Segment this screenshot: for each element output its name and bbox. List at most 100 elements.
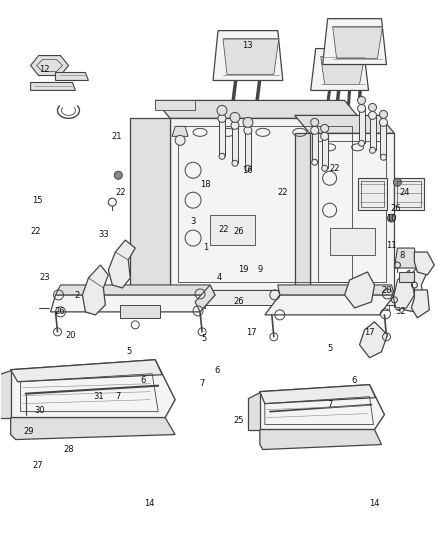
Text: 28: 28 — [63, 446, 74, 455]
Circle shape — [243, 117, 253, 127]
Circle shape — [217, 106, 227, 116]
Polygon shape — [195, 285, 215, 312]
Circle shape — [388, 214, 396, 222]
Circle shape — [393, 178, 401, 186]
Polygon shape — [219, 118, 225, 156]
Polygon shape — [381, 123, 386, 157]
Polygon shape — [395, 248, 417, 268]
Polygon shape — [311, 49, 368, 91]
Polygon shape — [332, 27, 382, 59]
Text: 10: 10 — [386, 214, 397, 223]
Polygon shape — [11, 360, 175, 417]
Text: 13: 13 — [242, 42, 253, 51]
Polygon shape — [232, 125, 238, 163]
Polygon shape — [56, 285, 215, 295]
Text: 22: 22 — [30, 228, 41, 237]
Circle shape — [232, 160, 238, 166]
Polygon shape — [345, 272, 374, 308]
Polygon shape — [210, 215, 255, 245]
Circle shape — [311, 118, 319, 126]
Text: 22: 22 — [218, 225, 229, 234]
Polygon shape — [248, 392, 260, 430]
Circle shape — [321, 165, 328, 171]
Polygon shape — [401, 265, 427, 312]
Polygon shape — [82, 265, 108, 315]
Circle shape — [312, 159, 318, 165]
Circle shape — [230, 112, 240, 123]
Text: 20: 20 — [65, 331, 76, 340]
Polygon shape — [213, 30, 283, 80]
Polygon shape — [295, 116, 395, 133]
Circle shape — [370, 147, 375, 154]
Circle shape — [381, 154, 386, 160]
Polygon shape — [393, 270, 414, 310]
Circle shape — [359, 140, 364, 147]
Polygon shape — [310, 133, 395, 290]
Text: 7: 7 — [328, 400, 333, 409]
Text: 14: 14 — [144, 498, 154, 507]
Circle shape — [368, 103, 377, 111]
Text: 4: 4 — [216, 273, 222, 281]
Text: 1: 1 — [203, 244, 208, 253]
Polygon shape — [323, 19, 386, 64]
Circle shape — [321, 124, 328, 132]
Text: 33: 33 — [98, 230, 109, 239]
Text: 26: 26 — [391, 204, 401, 213]
Text: 32: 32 — [395, 307, 406, 316]
Text: 5: 5 — [328, 344, 333, 353]
Polygon shape — [321, 56, 364, 84]
Polygon shape — [0, 370, 11, 417]
Polygon shape — [31, 83, 75, 91]
Polygon shape — [295, 290, 395, 305]
Text: 17: 17 — [364, 328, 375, 337]
Circle shape — [218, 115, 226, 123]
Polygon shape — [260, 385, 385, 430]
Text: 25: 25 — [233, 416, 244, 425]
Polygon shape — [155, 100, 195, 110]
Polygon shape — [321, 136, 328, 168]
Polygon shape — [260, 430, 381, 449]
Text: 22: 22 — [277, 188, 288, 197]
Text: 29: 29 — [24, 427, 34, 436]
Text: 18: 18 — [201, 180, 211, 189]
Text: 17: 17 — [247, 328, 257, 337]
Polygon shape — [414, 252, 434, 275]
Text: 14: 14 — [369, 498, 379, 507]
Polygon shape — [260, 385, 375, 403]
Text: 12: 12 — [39, 66, 49, 74]
Text: 24: 24 — [399, 188, 410, 197]
Text: 3: 3 — [190, 217, 195, 226]
Polygon shape — [370, 116, 375, 150]
Text: 21: 21 — [111, 132, 122, 141]
Text: 8: 8 — [400, 252, 405, 260]
Polygon shape — [360, 322, 388, 358]
Text: 5: 5 — [127, 347, 132, 356]
Polygon shape — [278, 285, 395, 295]
Text: 6: 6 — [214, 366, 219, 375]
Text: 6: 6 — [352, 376, 357, 385]
Text: 22: 22 — [329, 164, 340, 173]
Circle shape — [114, 171, 122, 179]
Polygon shape — [395, 178, 424, 210]
Circle shape — [244, 126, 252, 134]
Polygon shape — [330, 228, 374, 255]
Text: 23: 23 — [39, 273, 49, 281]
Text: 22: 22 — [116, 188, 126, 197]
Text: 7: 7 — [115, 392, 120, 401]
Text: 27: 27 — [32, 462, 43, 470]
Polygon shape — [399, 272, 414, 282]
Polygon shape — [130, 118, 170, 290]
Text: 20: 20 — [382, 286, 392, 295]
Text: 26: 26 — [233, 296, 244, 305]
Text: 2: 2 — [74, 291, 80, 300]
Text: 16: 16 — [242, 166, 253, 175]
Polygon shape — [155, 100, 360, 118]
Polygon shape — [108, 240, 135, 288]
Circle shape — [357, 104, 366, 112]
Polygon shape — [11, 360, 162, 382]
Polygon shape — [411, 290, 429, 318]
Polygon shape — [130, 290, 360, 305]
Polygon shape — [120, 305, 160, 318]
Circle shape — [245, 165, 251, 171]
Polygon shape — [172, 126, 188, 136]
